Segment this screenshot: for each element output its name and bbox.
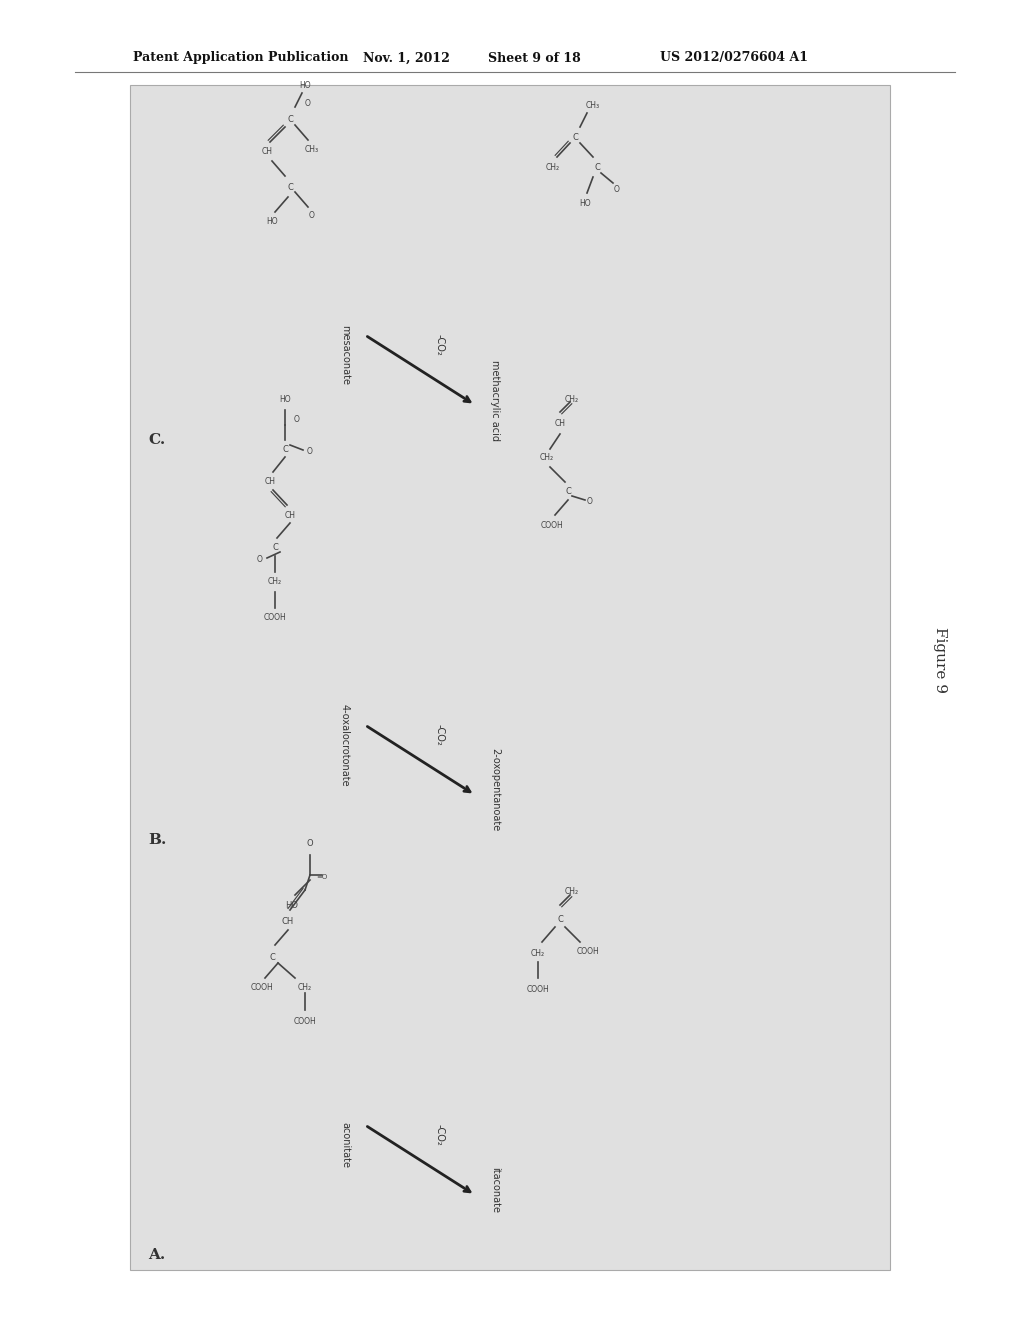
Text: =O: =O [316,874,328,880]
Text: C: C [572,132,578,141]
Text: CH₃: CH₃ [586,100,600,110]
Text: C.: C. [148,433,165,447]
Text: C: C [557,916,563,924]
Text: O: O [614,186,620,194]
Text: CH: CH [555,420,565,429]
Text: Sheet 9 of 18: Sheet 9 of 18 [488,51,581,65]
Text: itaconate: itaconate [490,1167,500,1213]
Text: 2-oxopentanoate: 2-oxopentanoate [490,748,500,832]
Text: 4-oxalocrotonate: 4-oxalocrotonate [340,704,350,787]
Text: COOH: COOH [263,614,287,623]
Text: C: C [594,162,600,172]
Text: HO: HO [299,81,311,90]
Text: C: C [287,182,293,191]
Text: COOH: COOH [541,520,563,529]
Text: Patent Application Publication: Patent Application Publication [133,51,348,65]
Text: methacrylic acid: methacrylic acid [490,359,500,441]
Text: HO: HO [580,198,591,207]
Text: B.: B. [148,833,166,847]
Text: CH₂: CH₂ [530,949,545,957]
Text: -CO₂: -CO₂ [435,1125,445,1146]
Text: HO: HO [280,396,291,404]
Text: US 2012/0276604 A1: US 2012/0276604 A1 [660,51,808,65]
Text: CH₃: CH₃ [305,144,319,153]
Text: CH: CH [261,148,272,157]
Text: COOH: COOH [526,986,549,994]
Text: C: C [565,487,571,496]
Text: CH: CH [285,511,296,520]
Text: -CO₂: -CO₂ [435,334,445,356]
Text: COOH: COOH [577,948,599,957]
Text: O: O [309,210,315,219]
Text: C: C [272,544,278,553]
Text: CH₂: CH₂ [268,578,282,586]
Text: O: O [294,416,300,425]
Text: CH: CH [282,917,294,927]
Text: COOH: COOH [294,1018,316,1027]
Text: HO: HO [266,218,278,227]
Text: aconitate: aconitate [340,1122,350,1168]
Text: CH₂: CH₂ [565,887,579,896]
Text: mesaconate: mesaconate [340,325,350,385]
Text: CH₂: CH₂ [540,454,554,462]
Text: Nov. 1, 2012: Nov. 1, 2012 [362,51,450,65]
Text: O: O [257,556,263,565]
Text: Figure 9: Figure 9 [933,627,947,693]
Text: C: C [287,116,293,124]
Bar [130,84,890,1270]
Text: CH₂: CH₂ [298,983,312,993]
Text: O: O [305,99,311,107]
Text: CH₂: CH₂ [565,396,579,404]
Text: O: O [307,447,313,457]
Text: CH: CH [264,478,275,487]
Text: O: O [587,498,593,507]
Text: A.: A. [148,1247,165,1262]
Text: -CO₂: -CO₂ [435,725,445,746]
Text: COOH: COOH [251,983,273,993]
Text: CH₂: CH₂ [546,162,560,172]
Text: O: O [306,838,313,847]
Text: C: C [282,446,288,454]
Text: C: C [269,953,274,962]
Text: HO: HO [286,900,299,909]
